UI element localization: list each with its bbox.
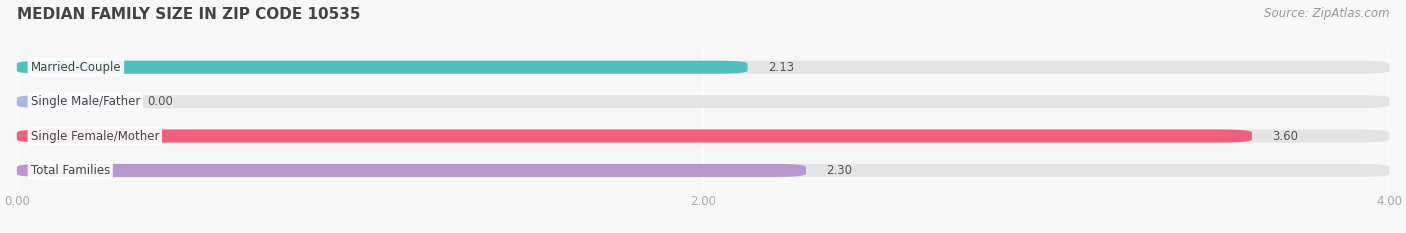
FancyBboxPatch shape — [17, 164, 1389, 177]
FancyBboxPatch shape — [17, 130, 1389, 143]
Text: 2.30: 2.30 — [827, 164, 852, 177]
FancyBboxPatch shape — [17, 95, 1389, 108]
Text: 2.13: 2.13 — [768, 61, 794, 74]
FancyBboxPatch shape — [17, 130, 1251, 143]
FancyBboxPatch shape — [17, 61, 1389, 74]
FancyBboxPatch shape — [17, 95, 127, 108]
Text: Single Female/Mother: Single Female/Mother — [31, 130, 159, 143]
Text: 3.60: 3.60 — [1272, 130, 1299, 143]
Text: MEDIAN FAMILY SIZE IN ZIP CODE 10535: MEDIAN FAMILY SIZE IN ZIP CODE 10535 — [17, 7, 360, 22]
Text: 0.00: 0.00 — [148, 95, 173, 108]
Text: Married-Couple: Married-Couple — [31, 61, 121, 74]
Text: Total Families: Total Families — [31, 164, 110, 177]
FancyBboxPatch shape — [17, 164, 806, 177]
Text: Source: ZipAtlas.com: Source: ZipAtlas.com — [1264, 7, 1389, 20]
Text: Single Male/Father: Single Male/Father — [31, 95, 141, 108]
FancyBboxPatch shape — [17, 61, 748, 74]
